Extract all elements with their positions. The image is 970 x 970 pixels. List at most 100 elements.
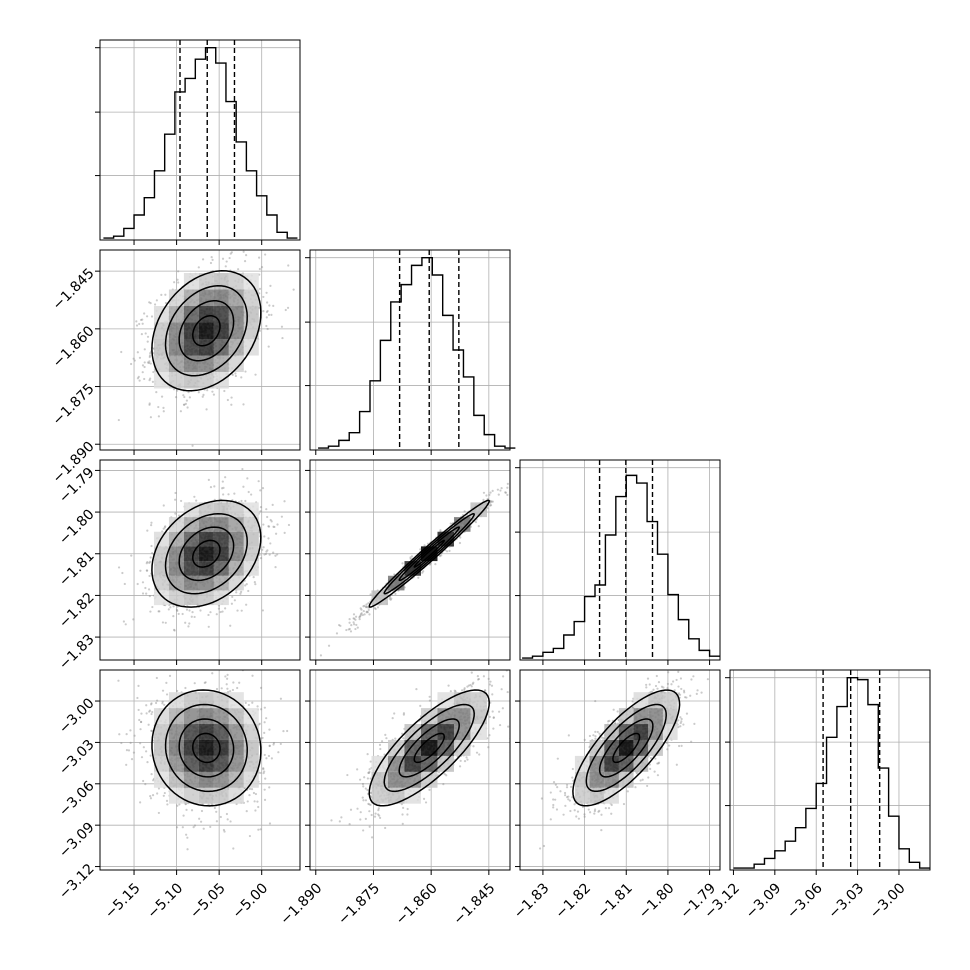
sample-point (120, 350, 123, 354)
sample-point (148, 561, 151, 564)
sample-point (164, 301, 168, 305)
sample-point (138, 379, 141, 382)
sample-point (140, 756, 144, 759)
sample-point (222, 493, 225, 496)
sample-point (148, 574, 151, 578)
sample-point (245, 603, 248, 606)
sample-point (149, 556, 152, 559)
sample-point (345, 628, 348, 632)
sample-point (265, 717, 268, 720)
sample-point (187, 625, 190, 628)
sample-point (234, 374, 237, 378)
sample-point (201, 395, 204, 398)
sample-point (145, 712, 148, 715)
sample-point (152, 370, 155, 374)
density-cell (198, 546, 214, 562)
sample-point (184, 402, 187, 405)
sample-point (157, 811, 160, 815)
sample-point (350, 624, 353, 627)
sample-point (141, 318, 144, 321)
density-cell (183, 355, 199, 373)
density-cell (168, 355, 184, 373)
sample-point (210, 256, 213, 259)
sample-point (262, 546, 265, 549)
density-cell (198, 502, 214, 518)
sample-point (149, 362, 152, 365)
sample-point (482, 491, 486, 494)
sample-point (352, 613, 356, 616)
sample-point (237, 268, 240, 271)
sample-point (183, 403, 186, 406)
sample-point (155, 390, 158, 394)
sample-point (163, 526, 166, 529)
sample-point (359, 614, 362, 617)
sample-point (504, 491, 508, 494)
sample-point (232, 681, 235, 684)
sample-point (136, 377, 140, 380)
sample-point (162, 527, 165, 530)
sample-point (221, 480, 224, 483)
sample-point (262, 295, 265, 299)
sample-point (268, 553, 271, 556)
sample-point (148, 360, 151, 363)
sample-point (197, 266, 200, 269)
sample-point (145, 569, 149, 572)
sample-point (166, 803, 169, 806)
density-cell (243, 517, 259, 532)
sample-point (240, 376, 243, 379)
sample-point (376, 606, 380, 609)
sample-point (339, 624, 342, 627)
sample-point (246, 477, 249, 480)
sample-point (185, 608, 189, 611)
sample-point (235, 246, 237, 248)
sample-point (241, 467, 244, 471)
sample-point (348, 617, 351, 621)
sample-point (117, 566, 121, 569)
sample-point (154, 701, 158, 705)
sample-point (440, 554, 443, 557)
sample-point (224, 476, 227, 479)
sample-point (209, 825, 212, 829)
sample-point (146, 335, 150, 338)
density-cell (153, 372, 169, 389)
sample-point (172, 388, 176, 391)
sample-point (271, 503, 274, 506)
sample-point (258, 553, 261, 556)
sample-point (172, 605, 175, 608)
sample-point (200, 809, 204, 813)
sample-point (388, 597, 391, 600)
sample-point (359, 613, 363, 616)
sample-point (187, 391, 190, 394)
panel-frame (99, 459, 301, 661)
sample-point (459, 536, 462, 539)
sample-point (215, 613, 218, 616)
density-cell (243, 502, 259, 518)
sample-point (268, 304, 271, 307)
sample-point (206, 389, 209, 392)
sample-point (141, 322, 144, 325)
sample-point (146, 529, 149, 532)
sample-point (148, 301, 151, 304)
sample-point (124, 623, 127, 626)
sample-point (211, 672, 214, 675)
sample-point (162, 794, 165, 797)
sample-point (355, 623, 358, 627)
sample-point (231, 595, 234, 599)
contour-line (164, 513, 248, 595)
density-cell (168, 575, 184, 591)
sample-point (489, 500, 492, 503)
sample-point (157, 405, 160, 409)
sample-point (120, 741, 123, 745)
sample-point (364, 606, 368, 609)
sample-point (226, 673, 229, 676)
sample-point (151, 794, 155, 797)
sample-point (359, 607, 362, 610)
sample-point (181, 826, 184, 829)
sample-point (244, 584, 247, 587)
density-layer (117, 246, 295, 447)
sample-point (245, 254, 248, 257)
contour-line (178, 300, 235, 362)
density-cell (198, 590, 214, 606)
sample-point (260, 737, 263, 740)
sample-point (261, 548, 264, 551)
